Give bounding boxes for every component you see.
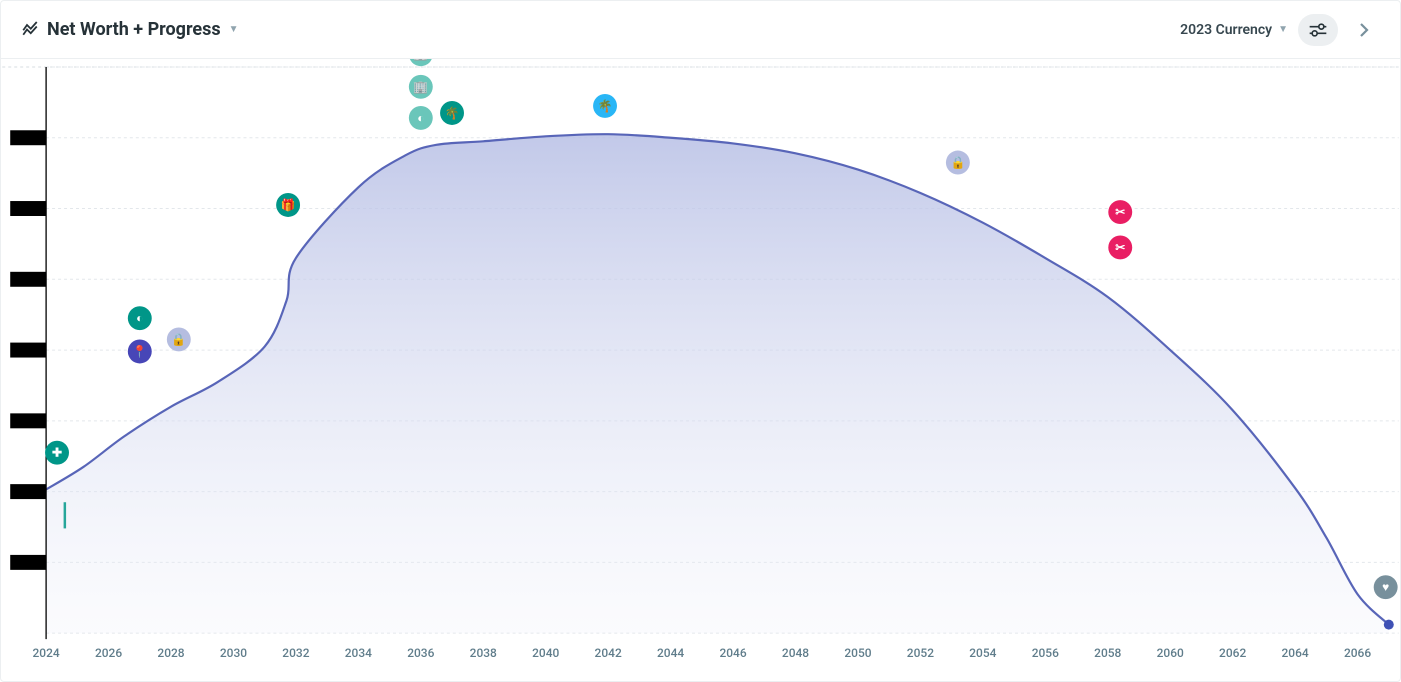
settings-button[interactable] [1298, 14, 1338, 46]
end-marker[interactable]: ♥ [1374, 575, 1398, 599]
y-axis-label-redacted [10, 272, 46, 287]
y-axis-label-redacted [10, 555, 46, 570]
retirement-marker-1[interactable]: 🌴 [440, 101, 464, 125]
x-axis-label: 2034 [345, 646, 372, 660]
building-marker-1[interactable]: 🏢 [409, 75, 433, 99]
x-axis-label: 2036 [407, 646, 434, 660]
y-axis-label-redacted [10, 201, 46, 216]
y-axis-label-redacted [10, 343, 46, 358]
x-axis-label: 2032 [282, 646, 309, 660]
chart-area: 2024 2026 2028 2030 2032 2034 2036 2038 2040 2042… [1, 59, 1400, 681]
half-marker-1[interactable]: ◐ [128, 306, 152, 330]
start-marker[interactable]: ✚ [45, 441, 69, 465]
half-marker-2[interactable]: ◐ [409, 106, 433, 130]
x-axis-label: 2028 [157, 646, 184, 660]
expand-button[interactable] [1348, 14, 1380, 46]
chevron-down-icon: ▼ [229, 24, 239, 35]
currency-dropdown[interactable]: 2023 Currency ▼ [1180, 22, 1288, 38]
series-end-dot [1384, 620, 1394, 630]
x-axis-label: 2060 [1157, 646, 1184, 660]
cut-marker-1[interactable]: ✂ [1108, 235, 1132, 259]
x-axis-label: 2054 [969, 646, 996, 660]
x-axis-label: 2050 [844, 646, 871, 660]
x-axis-label: 2024 [33, 646, 60, 660]
net-worth-chart[interactable]: 2024 2026 2028 2030 2032 2034 2036 2038 2040 2042… [1, 59, 1400, 681]
chart-title-dropdown[interactable]: Net Worth + Progress ▼ [21, 19, 239, 41]
chevron-down-icon: ▼ [1278, 24, 1288, 35]
building-marker-2[interactable]: 🏢 [409, 59, 433, 66]
x-axis-label: 2042 [595, 646, 622, 660]
y-axis-label-redacted [10, 484, 46, 499]
x-axis-label: 2062 [1219, 646, 1246, 660]
chart-title: Net Worth + Progress [47, 19, 221, 40]
y-axis-label-redacted [10, 130, 46, 145]
x-axis-label: 2026 [95, 646, 122, 660]
x-axis-label: 2048 [782, 646, 809, 660]
header-left: Net Worth + Progress ▼ [21, 19, 239, 41]
location-marker[interactable]: 📍 [128, 340, 152, 364]
x-axis-label: 2040 [532, 646, 559, 660]
sliders-icon [1308, 23, 1328, 37]
retirement-marker-2[interactable]: 🌴 [593, 94, 617, 118]
x-axis-label: 2058 [1094, 646, 1121, 660]
gift-marker[interactable]: 🎁 [276, 193, 300, 217]
header-right: 2023 Currency ▼ [1180, 14, 1380, 46]
x-axis-label: 2038 [470, 646, 497, 660]
y-axis-label-redacted [10, 413, 46, 428]
cut-marker-2[interactable]: ✂ [1108, 200, 1132, 224]
chart-header: Net Worth + Progress ▼ 2023 Currency ▼ [1, 1, 1400, 59]
x-axis-label: 2030 [220, 646, 247, 660]
x-axis-label: 2052 [907, 646, 934, 660]
x-axis-label: 2064 [1282, 646, 1309, 660]
currency-label: 2023 Currency [1180, 22, 1272, 38]
chevron-right-icon [1359, 22, 1369, 38]
x-axis-label: 2046 [719, 646, 746, 660]
x-axis-label: 2044 [657, 646, 684, 660]
lock-marker-2[interactable]: 🔒 [946, 151, 970, 175]
area-fill [46, 134, 1389, 633]
x-axis-label: 2066 [1344, 646, 1371, 660]
x-axis-label: 2056 [1032, 646, 1059, 660]
chart-icon [21, 19, 39, 41]
lock-marker-1[interactable]: 🔒 [167, 327, 191, 351]
